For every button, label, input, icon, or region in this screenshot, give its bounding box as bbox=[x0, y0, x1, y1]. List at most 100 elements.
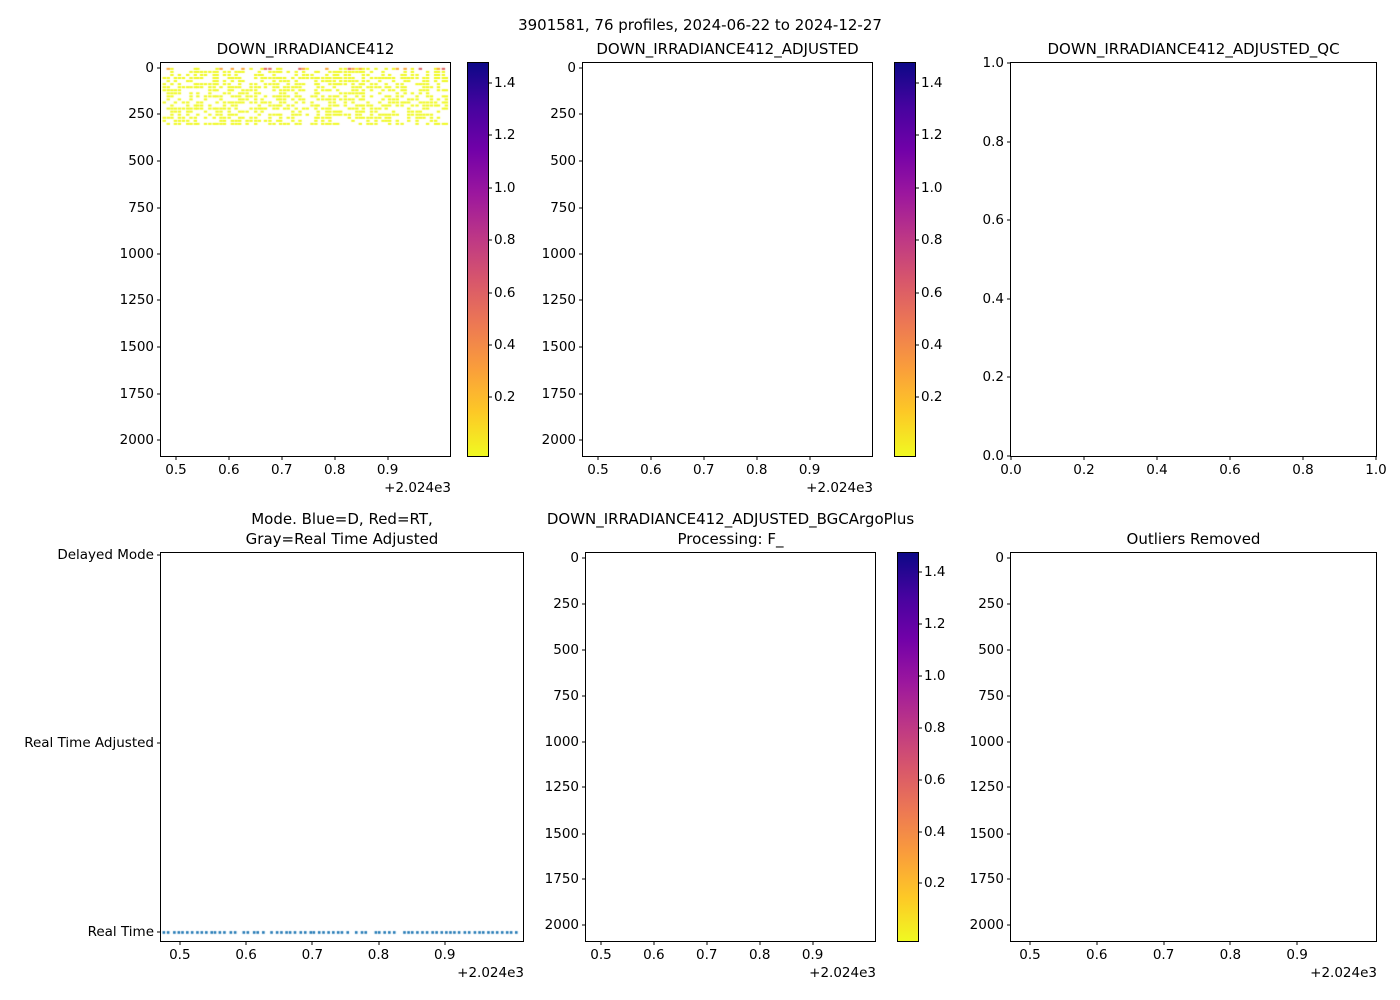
y-tick-mark bbox=[579, 113, 583, 115]
colorbar-tick-label: 1.4 bbox=[494, 74, 516, 91]
x-tick-label: 0.6 bbox=[640, 462, 662, 478]
y-tick-mark bbox=[579, 346, 583, 348]
subplot-title-line: Outliers Removed bbox=[1126, 530, 1261, 548]
y-tick-mark bbox=[1007, 741, 1011, 743]
x-tick-label: 0.7 bbox=[693, 462, 715, 478]
colorbar-tick-mark bbox=[918, 571, 922, 573]
colorbar-tick-mark bbox=[915, 187, 919, 189]
x-axis-offset-label: +2.024e3 bbox=[809, 965, 876, 981]
x-tick-mark bbox=[1156, 456, 1158, 460]
x-axis-offset-label: +2.024e3 bbox=[806, 480, 873, 496]
y-tick-mark bbox=[582, 557, 586, 559]
x-tick-mark bbox=[311, 941, 313, 945]
y-tick-label: 1500 bbox=[969, 825, 1004, 842]
y-tick-label: 500 bbox=[550, 153, 576, 170]
colorbar-tick-label: 0.4 bbox=[921, 337, 943, 354]
y-tick-mark bbox=[1007, 62, 1011, 64]
y-tick-mark bbox=[582, 786, 586, 788]
colorbar-tick-mark bbox=[915, 344, 919, 346]
x-tick-mark bbox=[600, 941, 602, 945]
colorbar-tick-label: 0.8 bbox=[494, 232, 516, 249]
colorbar-down-irradiance412: 1.4 1.2 1.0 0.8 0.6 0.4 0.2 bbox=[467, 62, 515, 457]
y-tick-mark bbox=[157, 931, 161, 933]
colorbar-tick-label: 0.8 bbox=[921, 232, 943, 249]
subplot-outliers-removed: Outliers Removed 0.5 0.6 0.7 0.8 0.9 +2.024e3 0… bbox=[970, 530, 1377, 981]
x-tick-label: 0.7 bbox=[301, 947, 324, 963]
subplot-down-irradiance412-adjusted-qc: DOWN_IRRADIANCE412_ADJUSTED_QC 0.0 0.2 0.4 0… bbox=[983, 40, 1387, 478]
x-tick-label: 0.6 bbox=[1086, 947, 1108, 963]
y-tick-label: 1500 bbox=[544, 825, 579, 842]
colorbar-bgcargoplus-processing: 1.4 1.2 1.0 0.8 0.6 0.4 0.2 bbox=[897, 552, 945, 942]
x-tick-label: 0.7 bbox=[696, 947, 718, 963]
x-tick-label: 0.4 bbox=[1146, 462, 1168, 478]
x-tick-label: 0.5 bbox=[587, 462, 609, 478]
y-tick-label: 1000 bbox=[541, 245, 576, 262]
x-tick-mark bbox=[444, 941, 446, 945]
y-tick-label: Real Time bbox=[87, 924, 154, 941]
colorbar-tick-mark bbox=[915, 239, 919, 241]
x-axis-offset-label: +2.024e3 bbox=[1310, 965, 1377, 981]
colorbar-tick-label: 0.6 bbox=[494, 284, 516, 301]
y-tick-label: 250 bbox=[128, 106, 154, 123]
y-tick-mark bbox=[157, 67, 161, 69]
y-tick-label: 500 bbox=[128, 153, 154, 170]
y-tick-mark bbox=[157, 346, 161, 348]
colorbar-tick-mark bbox=[918, 831, 922, 833]
y-tick-label: 1750 bbox=[969, 871, 1004, 888]
colorbar-tick-label: 0.6 bbox=[921, 284, 943, 301]
x-tick-label: 0.8 bbox=[745, 462, 768, 478]
y-tick-mark bbox=[1007, 878, 1011, 880]
y-tick-mark bbox=[1007, 219, 1011, 221]
colorbar-tick-mark bbox=[488, 239, 492, 241]
y-tick-label: 750 bbox=[550, 199, 576, 216]
x-tick-mark bbox=[759, 941, 761, 945]
mode-dots-layer bbox=[161, 553, 523, 941]
y-tick-mark bbox=[582, 603, 586, 605]
subplot-title-line: Processing: F_ bbox=[677, 530, 784, 548]
y-tick-label: 1250 bbox=[119, 292, 154, 309]
y-tick-label: 2000 bbox=[969, 917, 1004, 934]
x-tick-mark bbox=[179, 941, 181, 945]
y-tick-label: 2000 bbox=[119, 431, 154, 448]
x-tick-mark bbox=[281, 456, 283, 460]
y-tick-label: 500 bbox=[553, 642, 579, 658]
figure-title: 3901581, 76 profiles, 2024-06-22 to 2024… bbox=[518, 16, 882, 34]
y-tick-mark bbox=[582, 649, 586, 651]
x-tick-label: 0.7 bbox=[271, 462, 293, 478]
colorbar-down-irradiance412-adjusted: 1.4 1.2 1.0 0.8 0.6 0.4 0.2 bbox=[894, 62, 942, 457]
x-tick-mark bbox=[597, 456, 599, 460]
x-tick-label: 0.7 bbox=[1152, 947, 1175, 963]
subplot-title: Outliers Removed bbox=[1127, 529, 1261, 549]
colorbar-tick-label: 1.2 bbox=[921, 127, 943, 144]
y-tick-mark bbox=[582, 741, 586, 743]
x-tick-mark bbox=[1096, 941, 1098, 945]
subplot-title-line: DOWN_IRRADIANCE412_ADJUSTED_BGCArgoPlus bbox=[546, 510, 915, 528]
x-tick-mark bbox=[812, 941, 814, 945]
x-tick-mark bbox=[706, 941, 708, 945]
y-tick-label: 0 bbox=[145, 60, 154, 77]
x-tick-mark bbox=[809, 456, 811, 460]
y-tick-label: Real Time Adjusted bbox=[24, 735, 154, 752]
y-tick-mark bbox=[1007, 649, 1011, 651]
y-tick-mark bbox=[157, 113, 161, 115]
colorbar-tick-mark bbox=[488, 82, 492, 84]
y-tick-mark bbox=[1007, 924, 1011, 926]
y-tick-label: 250 bbox=[550, 106, 576, 123]
x-tick-label: 0.5 bbox=[1019, 947, 1041, 963]
y-tick-mark bbox=[157, 742, 161, 744]
y-tick-label: 1500 bbox=[541, 339, 576, 356]
x-tick-label: 0.9 bbox=[376, 462, 399, 478]
y-tick-label: 1000 bbox=[969, 733, 1004, 750]
y-tick-mark bbox=[157, 299, 161, 301]
y-tick-label: 1250 bbox=[541, 292, 576, 309]
subplot-title: DOWN_IRRADIANCE412_ADJUSTED_QC bbox=[1047, 39, 1339, 59]
y-tick-mark bbox=[1007, 455, 1011, 457]
colorbar-tick-label: 0.2 bbox=[924, 875, 946, 892]
x-tick-mark bbox=[1296, 941, 1298, 945]
y-tick-mark bbox=[582, 878, 586, 880]
x-tick-mark bbox=[378, 941, 380, 945]
y-tick-label: 0.0 bbox=[982, 448, 1004, 464]
x-tick-mark bbox=[175, 456, 177, 460]
y-tick-mark bbox=[579, 393, 583, 394]
x-tick-label: 0.8 bbox=[367, 947, 390, 963]
